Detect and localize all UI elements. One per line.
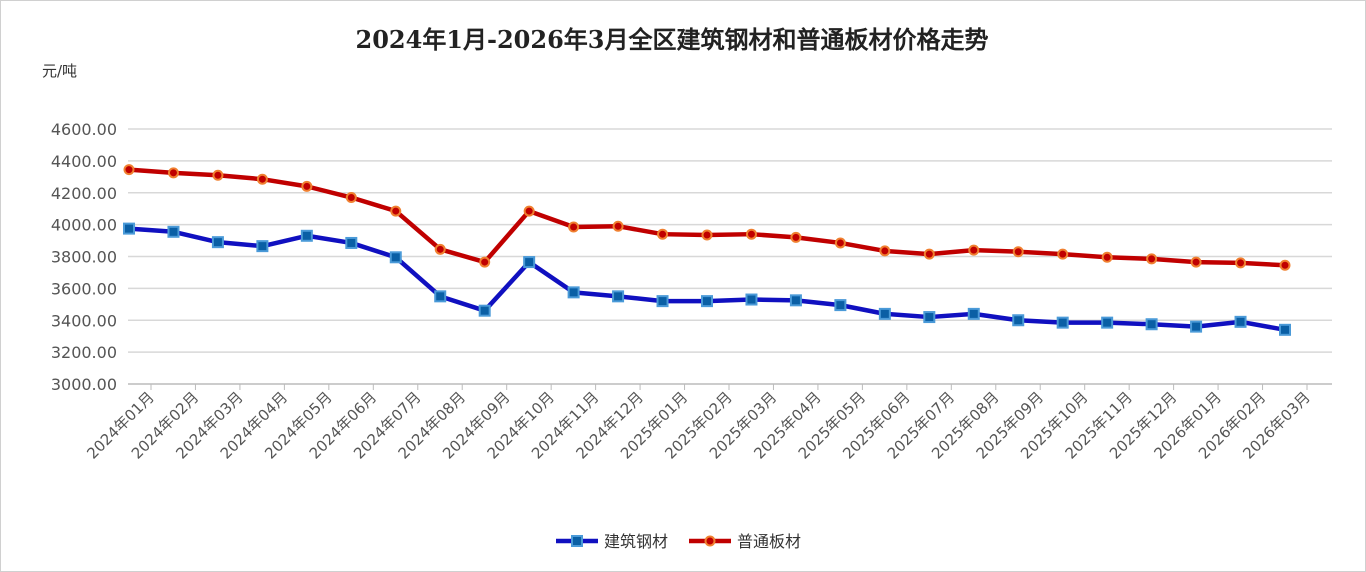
data-point[interactable] xyxy=(1190,256,1202,268)
data-point[interactable] xyxy=(345,236,358,249)
data-point[interactable] xyxy=(878,307,891,320)
data-point[interactable] xyxy=(434,290,447,303)
data-point[interactable] xyxy=(1235,257,1247,269)
data-point[interactable] xyxy=(479,256,491,268)
data-point[interactable] xyxy=(923,248,935,260)
data-point[interactable] xyxy=(523,205,535,217)
y-tick-label: 4000.00 xyxy=(51,216,117,235)
data-point[interactable] xyxy=(657,228,669,240)
data-point[interactable] xyxy=(1145,318,1158,331)
data-point[interactable] xyxy=(790,231,802,243)
data-point[interactable] xyxy=(1101,251,1113,263)
legend-item[interactable]: 普通板材 xyxy=(689,532,801,551)
y-tick-label: 4600.00 xyxy=(51,120,117,139)
data-point[interactable] xyxy=(523,256,536,269)
data-point[interactable] xyxy=(167,167,179,179)
data-point[interactable] xyxy=(967,307,980,320)
series-line xyxy=(128,226,1286,333)
legend-marker xyxy=(571,535,583,547)
data-point[interactable] xyxy=(212,169,224,181)
y-tick-label: 3600.00 xyxy=(51,279,117,298)
data-point[interactable] xyxy=(478,304,491,317)
chart-title: 2024年1月-2026年3月全区建筑钢材和普通板材价格走势 xyxy=(356,25,989,54)
data-point[interactable] xyxy=(256,173,268,185)
data-point[interactable] xyxy=(834,299,847,312)
y-tick-label: 4400.00 xyxy=(51,152,117,171)
data-point[interactable] xyxy=(568,221,580,233)
legend-item[interactable]: 建筑钢材 xyxy=(556,532,668,551)
data-point[interactable] xyxy=(567,286,580,299)
data-point[interactable] xyxy=(1101,316,1114,329)
data-point[interactable] xyxy=(745,228,757,240)
data-point[interactable] xyxy=(656,295,669,308)
data-point[interactable] xyxy=(211,236,224,249)
y-tick-label: 3400.00 xyxy=(51,311,117,330)
data-point[interactable] xyxy=(345,192,357,204)
data-point[interactable] xyxy=(1146,253,1158,265)
y-tick-label: 4200.00 xyxy=(51,184,117,203)
data-point[interactable] xyxy=(123,164,135,176)
legend-marker xyxy=(704,535,716,547)
data-point[interactable] xyxy=(1279,259,1291,271)
data-point[interactable] xyxy=(879,245,891,257)
data-point[interactable] xyxy=(434,243,446,255)
data-point[interactable] xyxy=(923,311,936,324)
data-point[interactable] xyxy=(834,237,846,249)
data-point[interactable] xyxy=(300,229,313,242)
y-axis-unit: 元/吨 xyxy=(42,62,77,80)
data-point[interactable] xyxy=(1057,248,1069,260)
data-point[interactable] xyxy=(390,205,402,217)
data-point[interactable] xyxy=(1056,316,1069,329)
legend-label: 普通板材 xyxy=(737,532,801,551)
data-point[interactable] xyxy=(167,225,180,238)
data-point[interactable] xyxy=(701,295,713,308)
data-point[interactable] xyxy=(745,293,758,306)
y-tick-label: 3200.00 xyxy=(51,343,117,362)
data-point[interactable] xyxy=(612,290,625,303)
data-point[interactable] xyxy=(389,251,402,264)
series-plate xyxy=(123,164,1291,271)
data-point[interactable] xyxy=(701,229,713,241)
y-tick-label: 3000.00 xyxy=(51,375,117,394)
data-point[interactable] xyxy=(1012,246,1024,258)
data-point[interactable] xyxy=(789,294,802,307)
data-point[interactable] xyxy=(123,222,135,235)
data-point[interactable] xyxy=(301,180,313,192)
data-point[interactable] xyxy=(1190,320,1203,333)
data-point[interactable] xyxy=(968,244,980,256)
y-tick-label: 3800.00 xyxy=(51,248,117,267)
data-point[interactable] xyxy=(1234,315,1247,328)
data-point[interactable] xyxy=(1279,323,1291,336)
series-construction-steel xyxy=(123,222,1291,336)
data-point[interactable] xyxy=(256,240,269,253)
legend-label: 建筑钢材 xyxy=(604,532,668,551)
data-point[interactable] xyxy=(1012,314,1025,327)
data-point[interactable] xyxy=(612,220,624,232)
